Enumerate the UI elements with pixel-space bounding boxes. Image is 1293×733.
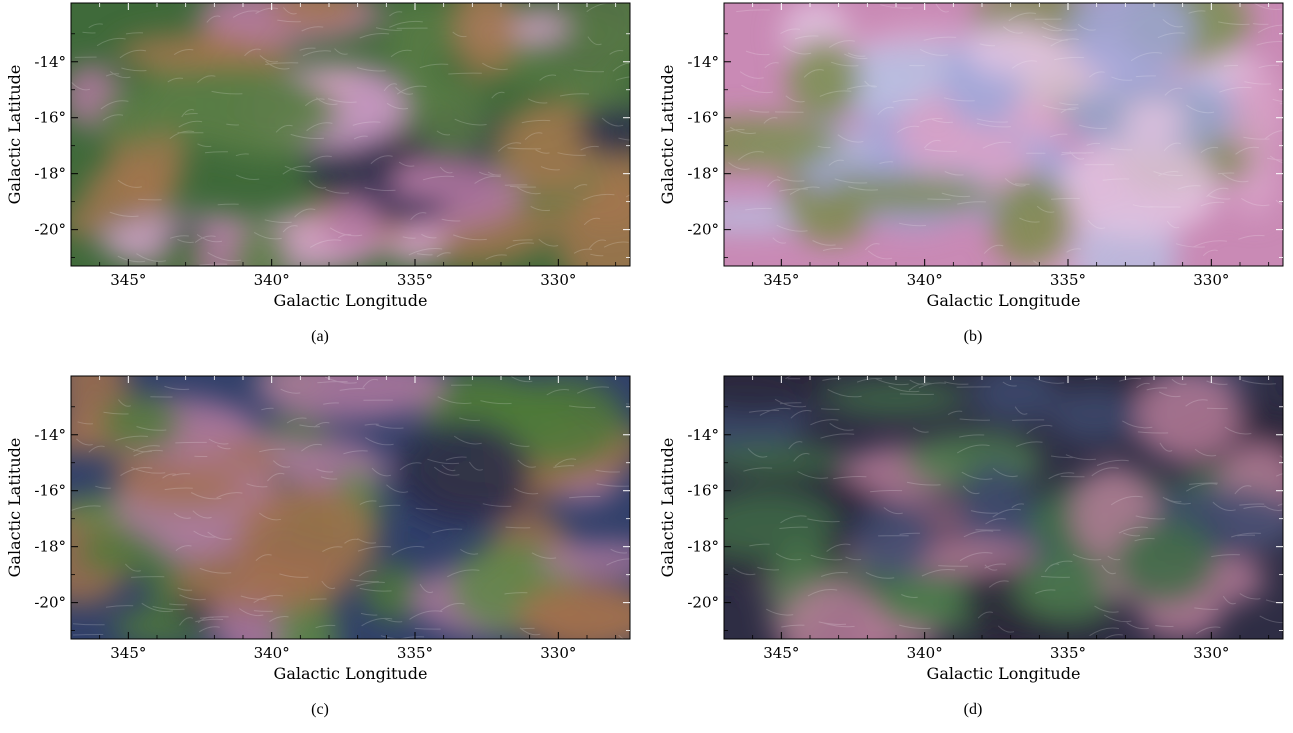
y-tick-label: -18° [34,538,66,556]
y-tick-label: -14° [687,53,719,71]
y-tick-label: -20° [34,594,66,612]
y-tick-label: -16° [34,482,66,500]
y-tick-label: -18° [34,165,66,183]
caption-b: (b) [963,328,983,345]
y-axis-label: Galactic Latitude [5,65,24,205]
x-tick-label: 330° [540,271,576,289]
y-tick-label: -14° [34,426,66,444]
y-axis-label: Galactic Latitude [5,438,24,578]
y-tick-label: -14° [34,53,66,71]
y-tick-label: -20° [687,221,719,239]
y-tick-label: -14° [687,426,719,444]
x-tick-label: 345° [763,271,799,289]
panel-b: 345° 340° 335° 330° -14° -16° -18° -20° Galactic… [653,0,1293,360]
map-a: 345° 340° 335° 330° -14° -16° -18° -20° Galactic… [5,2,631,310]
x-tick-label: 335° [1050,271,1086,289]
plot-frame [723,2,1284,267]
x-tick-label: 340° [907,271,943,289]
y-tick-label: -16° [34,109,66,127]
y-tick-label: -18° [687,538,719,556]
x-tick-label: 340° [254,644,290,662]
x-tick-label: 340° [907,644,943,662]
map-image-a [71,3,630,266]
map-image-d [724,376,1283,639]
y-tick-label: -20° [34,221,66,239]
x-axis-label: Galactic Longitude [927,664,1081,683]
plot-frame [723,375,1284,640]
map-d: 345° 340° 335° 330° -14° -16° -18° -20° Galactic… [658,375,1284,683]
y-tick-label: -16° [687,482,719,500]
x-tick-label: 330° [1193,271,1229,289]
map-image-b [724,3,1283,266]
caption-c: (c) [311,701,329,718]
y-axis-label: Galactic Latitude [658,65,677,205]
panel-d: 345° 340° 335° 330° -14° -16° -18° -20° Galactic… [653,373,1293,733]
x-axis-label: Galactic Longitude [274,291,428,310]
y-tick-label: -20° [687,594,719,612]
x-tick-label: 335° [1050,644,1086,662]
y-tick-label: -18° [687,165,719,183]
map-image-c [71,376,630,639]
x-tick-label: 330° [1193,644,1229,662]
x-tick-label: 345° [110,644,146,662]
map-c: 345° 340° 335° 330° -14° -16° -18° -20° Galactic… [5,375,631,683]
x-tick-label: 345° [763,644,799,662]
plot-frame [70,375,631,640]
x-tick-label: 345° [110,271,146,289]
map-b: 345° 340° 335° 330° -14° -16° -18° -20° Galactic… [658,2,1284,310]
panel-a: 345° 340° 335° 330° -14° -16° -18° -20° Galactic… [0,0,640,360]
x-axis-label: Galactic Longitude [927,291,1081,310]
x-tick-label: 330° [540,644,576,662]
caption-d: (d) [963,701,983,718]
plot-frame [70,2,631,267]
x-tick-label: 340° [254,271,290,289]
y-tick-label: -16° [687,109,719,127]
caption-a: (a) [311,328,329,345]
x-tick-label: 335° [397,644,433,662]
panel-c: 345° 340° 335° 330° -14° -16° -18° -20° Galactic… [0,373,640,733]
y-axis-label: Galactic Latitude [658,438,677,578]
x-axis-label: Galactic Longitude [274,664,428,683]
x-tick-label: 335° [397,271,433,289]
